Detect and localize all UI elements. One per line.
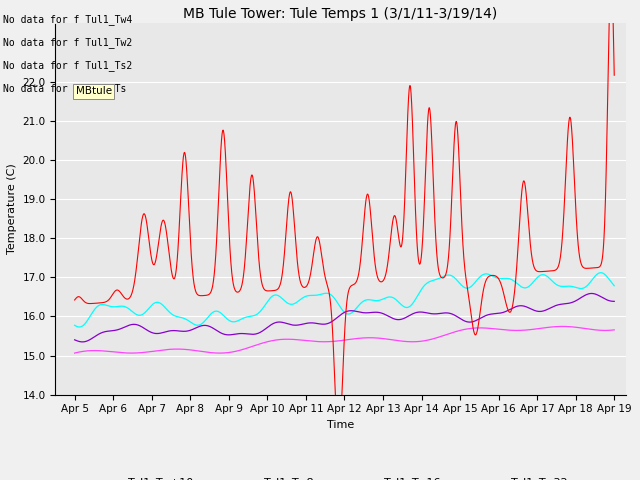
Legend: Tul1_Tw+10cm, Tul1_Ts-8cm, Tul1_Ts-16cm, Tul1_Ts-32cm: Tul1_Tw+10cm, Tul1_Ts-8cm, Tul1_Ts-16cm,… <box>93 473 589 480</box>
Y-axis label: Temperature (C): Temperature (C) <box>7 164 17 254</box>
Text: No data for f Tul1_Tw2: No data for f Tul1_Tw2 <box>3 37 132 48</box>
Text: No data for f Tul1_Ts: No data for f Tul1_Ts <box>3 84 127 95</box>
Text: No data for f Tul1_Tw4: No data for f Tul1_Tw4 <box>3 14 132 25</box>
X-axis label: Time: Time <box>327 420 354 430</box>
Title: MB Tule Tower: Tule Temps 1 (3/1/11-3/19/14): MB Tule Tower: Tule Temps 1 (3/1/11-3/19… <box>184 7 498 21</box>
Text: MBtule: MBtule <box>76 86 111 96</box>
Text: No data for f Tul1_Ts2: No data for f Tul1_Ts2 <box>3 60 132 72</box>
